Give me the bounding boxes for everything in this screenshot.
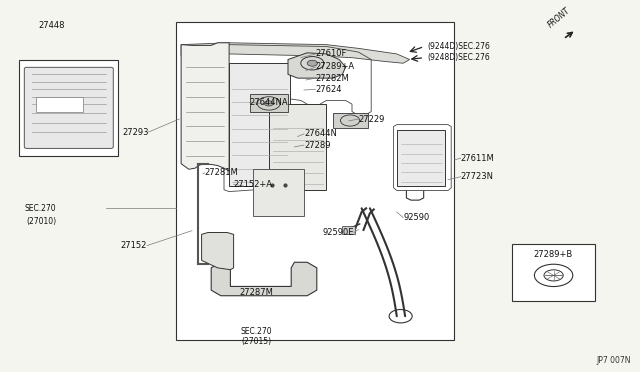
Bar bbox=[342, 226, 355, 234]
Bar bbox=[253, 169, 304, 216]
Polygon shape bbox=[181, 43, 229, 171]
Text: (9248D)SEC.276: (9248D)SEC.276 bbox=[428, 53, 490, 62]
Text: (27010): (27010) bbox=[26, 217, 56, 226]
Text: 27448: 27448 bbox=[38, 21, 65, 30]
Text: 27282M: 27282M bbox=[316, 74, 349, 83]
Text: (9244D)SEC.276: (9244D)SEC.276 bbox=[428, 42, 490, 51]
Text: 27229: 27229 bbox=[358, 115, 385, 124]
Text: 27611M: 27611M bbox=[461, 154, 495, 163]
Text: 27287M: 27287M bbox=[239, 288, 273, 296]
Bar bbox=[19, 60, 118, 156]
Text: 27624: 27624 bbox=[316, 85, 342, 94]
Bar bbox=[176, 22, 454, 340]
Bar bbox=[269, 104, 326, 190]
Text: SEC.270: SEC.270 bbox=[25, 204, 56, 213]
Text: 27644NA: 27644NA bbox=[250, 98, 288, 107]
Text: 92590: 92590 bbox=[403, 213, 429, 222]
FancyBboxPatch shape bbox=[24, 67, 113, 148]
Text: FRONT: FRONT bbox=[546, 6, 572, 30]
Circle shape bbox=[264, 101, 273, 106]
Text: 27281M: 27281M bbox=[205, 169, 239, 177]
Text: 27644N: 27644N bbox=[304, 129, 337, 138]
Text: 27289+B: 27289+B bbox=[533, 250, 573, 259]
Bar bbox=[229, 63, 290, 186]
Polygon shape bbox=[211, 262, 317, 296]
Text: 27610F: 27610F bbox=[316, 49, 347, 58]
Text: 27289+A: 27289+A bbox=[316, 62, 355, 71]
Text: 27152: 27152 bbox=[121, 241, 147, 250]
Text: JP7 007N: JP7 007N bbox=[596, 356, 630, 365]
Polygon shape bbox=[181, 43, 410, 63]
Bar bbox=[397, 130, 445, 186]
Polygon shape bbox=[202, 232, 234, 270]
Text: 27289: 27289 bbox=[304, 141, 330, 150]
Text: 27293: 27293 bbox=[122, 128, 148, 137]
Text: 27152+A: 27152+A bbox=[234, 180, 273, 189]
Bar bbox=[512, 244, 595, 301]
Bar bbox=[333, 113, 368, 128]
Circle shape bbox=[307, 60, 317, 66]
Polygon shape bbox=[288, 53, 346, 78]
Text: 27723N: 27723N bbox=[461, 172, 494, 181]
Text: (27015): (27015) bbox=[241, 337, 271, 346]
Bar bbox=[250, 94, 288, 112]
Text: SEC.270: SEC.270 bbox=[240, 327, 272, 336]
Text: 92590E: 92590E bbox=[323, 228, 354, 237]
Bar bbox=[36, 97, 83, 112]
